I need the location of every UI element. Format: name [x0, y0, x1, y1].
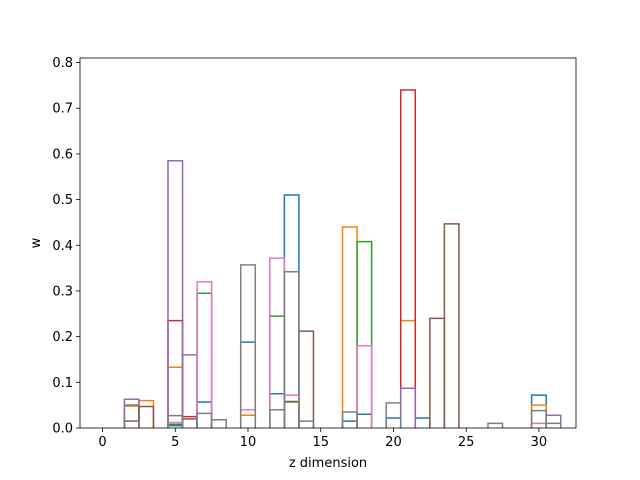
bin-bar [138, 405, 155, 428]
ticks: 0 5 10 15 20 25 30 0.0 0.1 0.2 0.3 0.4 0.5 0.6 0.7 0.8 [52, 56, 547, 450]
y-tick-label: 0.8 [52, 56, 73, 71]
bin-bar [487, 422, 504, 428]
x-tick-label: 5 [171, 435, 179, 450]
bin-bar [239, 264, 257, 428]
y-tick-label: 0.3 [52, 284, 73, 299]
plot-frame [79, 57, 577, 429]
x-tick-label: 30 [531, 435, 548, 450]
bin-bar [399, 89, 417, 428]
bin-bar [443, 223, 460, 428]
bin-bar [167, 160, 184, 428]
x-tick-label: 15 [312, 435, 329, 450]
bin-bar [356, 240, 373, 428]
bin-bar [167, 414, 184, 428]
bin-bar [341, 411, 358, 428]
x-tick-label: 0 [98, 435, 106, 450]
x-axis-label: z dimension [289, 456, 367, 471]
bin-bar [123, 420, 140, 428]
y-tick-label: 0.0 [52, 422, 73, 437]
x-tick-label: 10 [240, 435, 257, 450]
y-tick-label: 0.4 [52, 239, 73, 254]
y-tick-label: 0.7 [52, 102, 73, 117]
x-tick-label: 20 [385, 435, 402, 450]
bin-bar [269, 408, 286, 428]
y-tick-label: 0.5 [52, 193, 73, 208]
axes [79, 57, 577, 429]
y-tick-label: 0.6 [52, 147, 73, 162]
y-tick-label: 0.2 [52, 330, 73, 345]
plot-background [80, 58, 576, 428]
bin-bar [385, 402, 402, 428]
histogram-bars [123, 89, 562, 428]
bin-bar [283, 271, 300, 428]
bin-bar [530, 409, 547, 428]
bin-bar [298, 420, 315, 428]
series-8 [123, 264, 562, 428]
bin-bar [210, 419, 227, 428]
y-tick-label: 0.1 [52, 376, 73, 391]
bin-bar [356, 345, 373, 428]
bin-bar [545, 422, 562, 428]
bin-bar [196, 281, 213, 428]
x-tick-label: 25 [458, 435, 475, 450]
y-axis-label: w [29, 237, 44, 248]
